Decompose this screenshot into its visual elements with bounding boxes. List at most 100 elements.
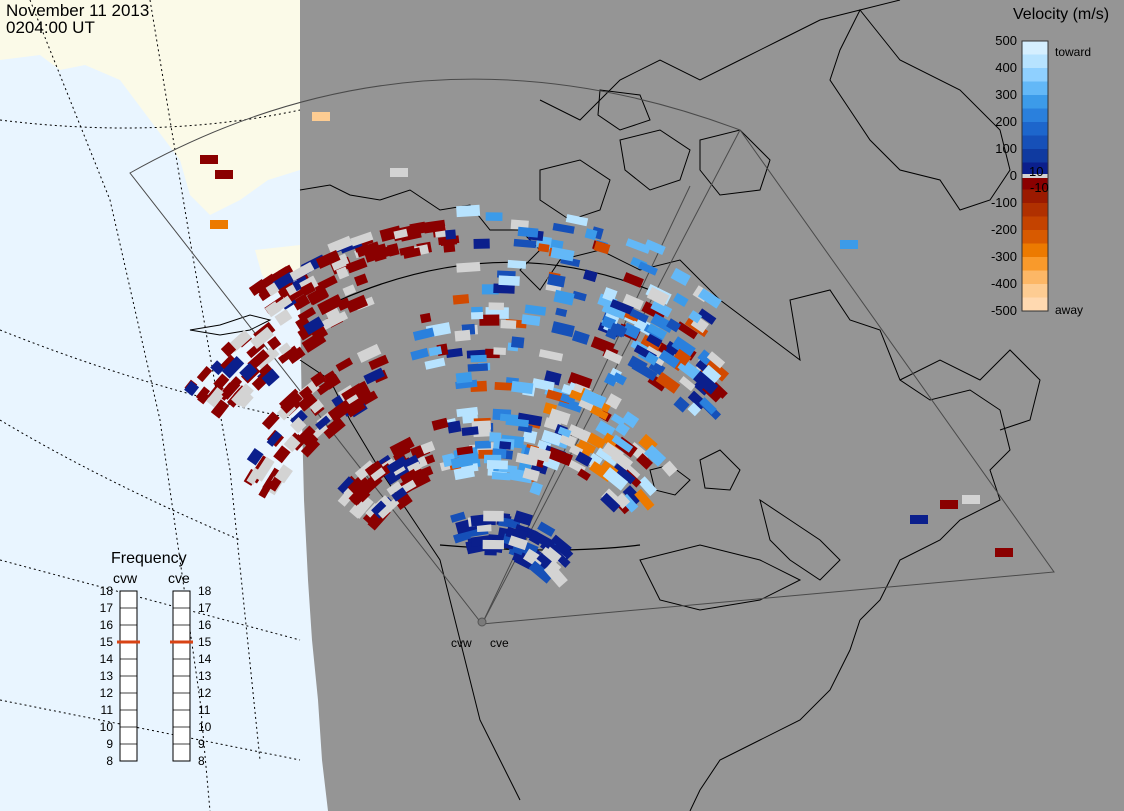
colorbar-segment	[1022, 257, 1048, 271]
legend-inner-tick-neg: -10	[1030, 180, 1049, 195]
velocity-cell	[522, 548, 545, 569]
velocity-cell	[522, 467, 540, 482]
velocity-colorbar	[1021, 40, 1049, 312]
velocity-cell	[329, 253, 350, 271]
frequency-tick-left: 8	[106, 754, 113, 768]
velocity-cell	[612, 372, 627, 386]
colorbar-segment	[1022, 230, 1048, 244]
velocity-cell	[298, 386, 313, 400]
velocity-cell	[210, 220, 228, 229]
frequency-tick-right: 16	[198, 618, 212, 632]
velocity-cell	[428, 346, 443, 357]
velocity-cell	[290, 416, 307, 434]
velocity-cell	[246, 447, 264, 466]
velocity-cell	[577, 468, 591, 481]
frequency-indicator	[117, 640, 140, 644]
velocity-cell	[265, 282, 280, 297]
velocity-cell	[609, 322, 628, 338]
velocity-cell	[555, 307, 568, 317]
velocity-cell	[962, 495, 980, 504]
velocity-cell	[565, 214, 589, 227]
velocity-cell	[644, 239, 666, 256]
velocity-cell	[646, 323, 668, 340]
velocity-cell	[595, 447, 619, 467]
velocity-cell	[300, 437, 321, 458]
velocity-cell	[335, 357, 353, 372]
velocity-cell	[302, 433, 319, 449]
velocity-cell	[622, 322, 641, 339]
land-dayside	[0, 0, 300, 215]
velocity-cell	[410, 347, 430, 361]
velocity-cell	[323, 373, 341, 390]
velocity-cell	[378, 498, 400, 519]
velocity-cell	[476, 523, 492, 532]
velocity-cell	[450, 511, 466, 523]
velocity-cell	[491, 471, 511, 481]
velocity-cell	[424, 357, 446, 370]
velocity-cell	[406, 461, 422, 474]
velocity-cell	[348, 481, 374, 507]
velocity-cell	[278, 342, 292, 356]
velocity-cell	[622, 293, 644, 311]
velocity-cell	[300, 281, 316, 297]
velocity-cell	[622, 272, 644, 288]
legend-tick-label: -200	[990, 222, 1017, 237]
velocity-cell	[222, 356, 245, 379]
velocity-cell	[578, 397, 595, 412]
legend-tick-label: -300	[990, 249, 1017, 264]
velocity-cell	[394, 493, 413, 510]
velocity-cell	[567, 424, 591, 443]
legend-inner-tick-pos: 10	[1029, 164, 1044, 179]
frequency-radar-cvw: cvw	[113, 570, 138, 586]
velocity-cell	[368, 354, 389, 371]
colorbar-segment	[1022, 176, 1048, 190]
velocity-cell	[640, 334, 662, 353]
velocity-cell	[273, 445, 291, 464]
velocity-cell	[269, 266, 292, 286]
legend-tick-label: -100	[990, 195, 1017, 210]
velocity-cell	[399, 468, 419, 485]
velocity-cell	[498, 275, 520, 286]
velocity-cell	[529, 481, 543, 496]
velocity-cell	[493, 283, 515, 294]
velocity-cell	[303, 316, 325, 335]
colorbar-segment	[1022, 203, 1048, 217]
velocity-cell	[261, 411, 280, 430]
velocity-cell	[603, 349, 623, 365]
velocity-cell	[524, 304, 547, 316]
site-label-cve: cve	[490, 636, 509, 650]
velocity-cell	[499, 413, 519, 423]
velocity-cell	[277, 345, 299, 364]
velocity-cell	[393, 228, 408, 240]
velocity-cell	[456, 261, 481, 273]
legend-tick-label: 500	[995, 33, 1017, 48]
velocity-cell	[567, 372, 593, 391]
legend-title: Velocity (m/s)	[1013, 6, 1110, 23]
frequency-tick-right: 17	[198, 601, 212, 615]
velocity-cell	[312, 112, 330, 121]
velocity-cell	[522, 429, 538, 444]
velocity-cell	[345, 294, 369, 313]
velocity-cell	[248, 278, 268, 296]
velocity-cell	[390, 168, 408, 177]
velocity-cell	[541, 544, 562, 564]
velocity-cell	[679, 376, 696, 392]
velocity-cell	[510, 336, 525, 349]
velocity-cell	[634, 488, 655, 511]
velocity-cell	[840, 240, 858, 249]
velocity-cell	[655, 371, 681, 394]
velocity-cell	[538, 349, 564, 362]
velocity-cell	[431, 417, 449, 431]
frequency-tick-left: 16	[99, 618, 113, 632]
velocity-cell	[537, 243, 550, 253]
velocity-cell	[553, 289, 575, 306]
velocity-cell	[527, 445, 552, 463]
legend-tick-label: 100	[995, 141, 1017, 156]
velocity-cell	[621, 411, 640, 429]
velocity-cell	[342, 284, 357, 297]
site-label-cvw: cvw	[451, 636, 472, 650]
velocity-cell	[672, 292, 689, 307]
velocity-cell	[264, 301, 282, 318]
velocity-cell	[456, 204, 481, 218]
